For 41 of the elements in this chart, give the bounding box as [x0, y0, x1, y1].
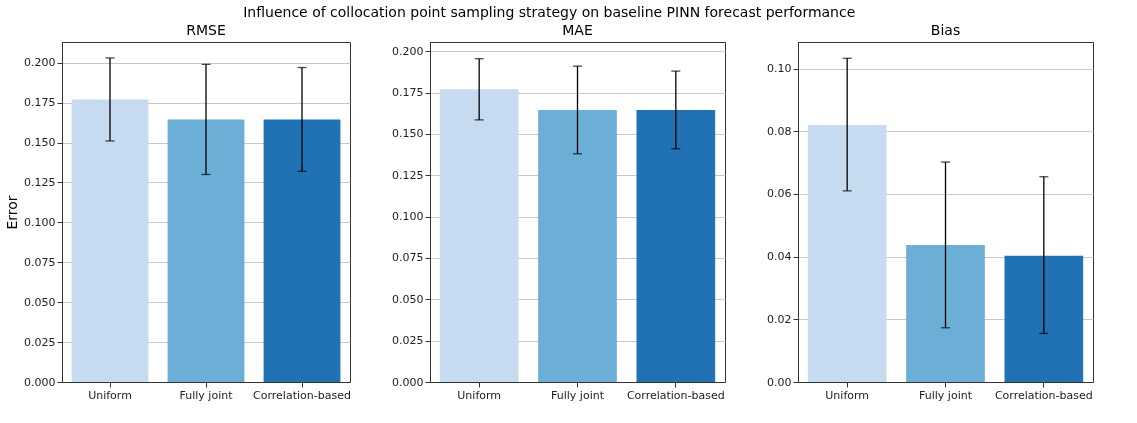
- y-tick-label: 0.075: [392, 251, 424, 265]
- y-tick-label: 0.025: [392, 334, 424, 348]
- y-tick-label: 0.04: [767, 250, 792, 264]
- y-tick-label: 0.00: [767, 375, 792, 389]
- x-tick-label: Correlation-based: [994, 388, 1093, 402]
- y-tick-label: 0.000: [392, 375, 424, 389]
- y-tick-label: 0.000: [24, 375, 56, 389]
- y-tick-label: 0.175: [392, 86, 424, 100]
- y-tick-label: 0.100: [24, 215, 56, 229]
- y-tick-label: 0.150: [392, 127, 424, 141]
- y-tick-label: 0.125: [24, 175, 56, 189]
- bar: [1004, 255, 1084, 382]
- y-tick-label: 0.175: [24, 96, 56, 110]
- x-tick-label: Uniform: [88, 388, 132, 402]
- y-tick-label: 0.125: [392, 168, 424, 182]
- y-tick-label: 0.02: [767, 312, 792, 326]
- y-tick-label: 0.10: [767, 62, 792, 76]
- y-tick-label: 0.150: [24, 136, 56, 150]
- chart-title: Bias: [930, 22, 961, 38]
- y-tick-label: 0.050: [392, 292, 424, 306]
- y-tick-label: 0.025: [24, 335, 56, 349]
- x-tick-label: Fully joint: [551, 388, 605, 402]
- y-tick-label: 0.08: [767, 124, 792, 138]
- x-tick-label: Fully joint: [179, 388, 234, 402]
- y-tick-label: 0.200: [392, 44, 424, 58]
- x-tick-label: Fully joint: [919, 388, 973, 402]
- y-tick-label: 0.06: [767, 187, 792, 201]
- x-tick-label: Uniform: [825, 388, 870, 402]
- bar: [807, 125, 887, 382]
- text: Influence of collocation point sampling strategy on baseline PINN forecast performance: [243, 3, 856, 20]
- bar: [906, 245, 985, 382]
- chart-title: MAE: [562, 22, 593, 38]
- y-tick-label: 0.050: [24, 295, 56, 309]
- x-tick-label: Uniform: [457, 388, 502, 402]
- chart-title: RMSE: [186, 22, 226, 38]
- y-tick-label: 0.100: [392, 210, 424, 224]
- y-axis-title: Error: [4, 195, 21, 230]
- y-tick-label: 0.075: [24, 255, 56, 269]
- y-tick-label: 0.200: [24, 56, 56, 70]
- x-tick-label: Correlation-based: [626, 388, 725, 402]
- x-tick-label: Correlation-based: [253, 388, 351, 402]
